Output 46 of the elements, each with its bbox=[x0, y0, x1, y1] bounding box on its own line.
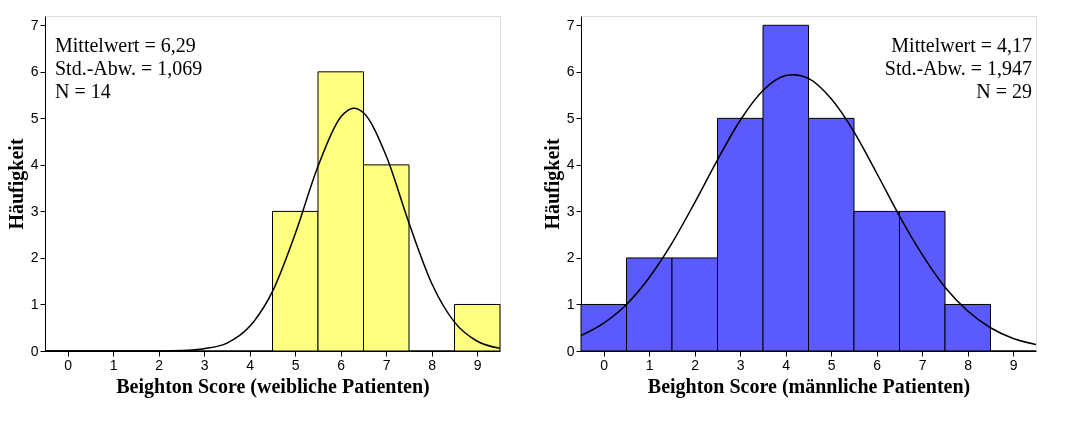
x-tick-label: 3 bbox=[200, 356, 209, 373]
annotation: Std.-Abw. = 1,947 bbox=[884, 57, 1032, 79]
y-axis-title: Häufigkeit bbox=[540, 138, 564, 230]
y-tick-label: 4 bbox=[566, 156, 575, 173]
x-tick-label: 9 bbox=[1009, 356, 1018, 373]
x-tick-label: 3 bbox=[736, 356, 745, 373]
annotation: Mittelwert = 4,17 bbox=[891, 34, 1032, 56]
y-tick-label: 1 bbox=[566, 295, 575, 312]
x-tick-label: 7 bbox=[918, 356, 927, 373]
x-tick-label: 1 bbox=[645, 356, 654, 373]
y-tick-label: 7 bbox=[566, 16, 575, 33]
annotation: N = 14 bbox=[55, 80, 111, 102]
y-tick-label: 3 bbox=[566, 202, 575, 219]
x-tick-label: 6 bbox=[337, 356, 346, 373]
x-tick-label: 0 bbox=[600, 356, 609, 373]
annotation: N = 29 bbox=[976, 80, 1032, 102]
x-tick-label: 8 bbox=[964, 356, 973, 373]
x-axis-title: Beighton Score (weibliche Patienten) bbox=[116, 374, 430, 398]
annotation: Std.-Abw. = 1,069 bbox=[55, 57, 203, 79]
y-tick-label: 6 bbox=[566, 63, 575, 80]
x-tick-label: 6 bbox=[873, 356, 882, 373]
x-tick-label: 7 bbox=[382, 356, 391, 373]
x-tick-label: 0 bbox=[64, 356, 73, 373]
x-tick-label: 8 bbox=[428, 356, 437, 373]
y-axis-title: Häufigkeit bbox=[4, 138, 28, 230]
x-axis-title: Beighton Score (männliche Patienten) bbox=[647, 374, 971, 398]
y-tick-label: 1 bbox=[30, 295, 39, 312]
x-tick-label: 2 bbox=[155, 356, 164, 373]
y-tick-label: 0 bbox=[30, 342, 39, 359]
x-tick-label: 2 bbox=[691, 356, 700, 373]
y-tick-label: 7 bbox=[30, 16, 39, 33]
y-tick-label: 0 bbox=[566, 342, 575, 359]
y-tick-label: 2 bbox=[30, 249, 39, 266]
y-tick-label: 5 bbox=[566, 109, 575, 126]
y-tick-label: 3 bbox=[30, 202, 39, 219]
y-tick-label: 4 bbox=[30, 156, 39, 173]
x-tick-label: 5 bbox=[827, 356, 836, 373]
x-tick-label: 9 bbox=[473, 356, 482, 373]
x-tick-label: 4 bbox=[782, 356, 791, 373]
annotation: Mittelwert = 6,29 bbox=[55, 34, 196, 56]
y-tick-label: 6 bbox=[30, 63, 39, 80]
y-tick-label: 5 bbox=[30, 109, 39, 126]
x-tick-label: 1 bbox=[109, 356, 118, 373]
y-tick-label: 2 bbox=[566, 249, 575, 266]
x-tick-label: 4 bbox=[246, 356, 255, 373]
x-tick-label: 5 bbox=[291, 356, 300, 373]
